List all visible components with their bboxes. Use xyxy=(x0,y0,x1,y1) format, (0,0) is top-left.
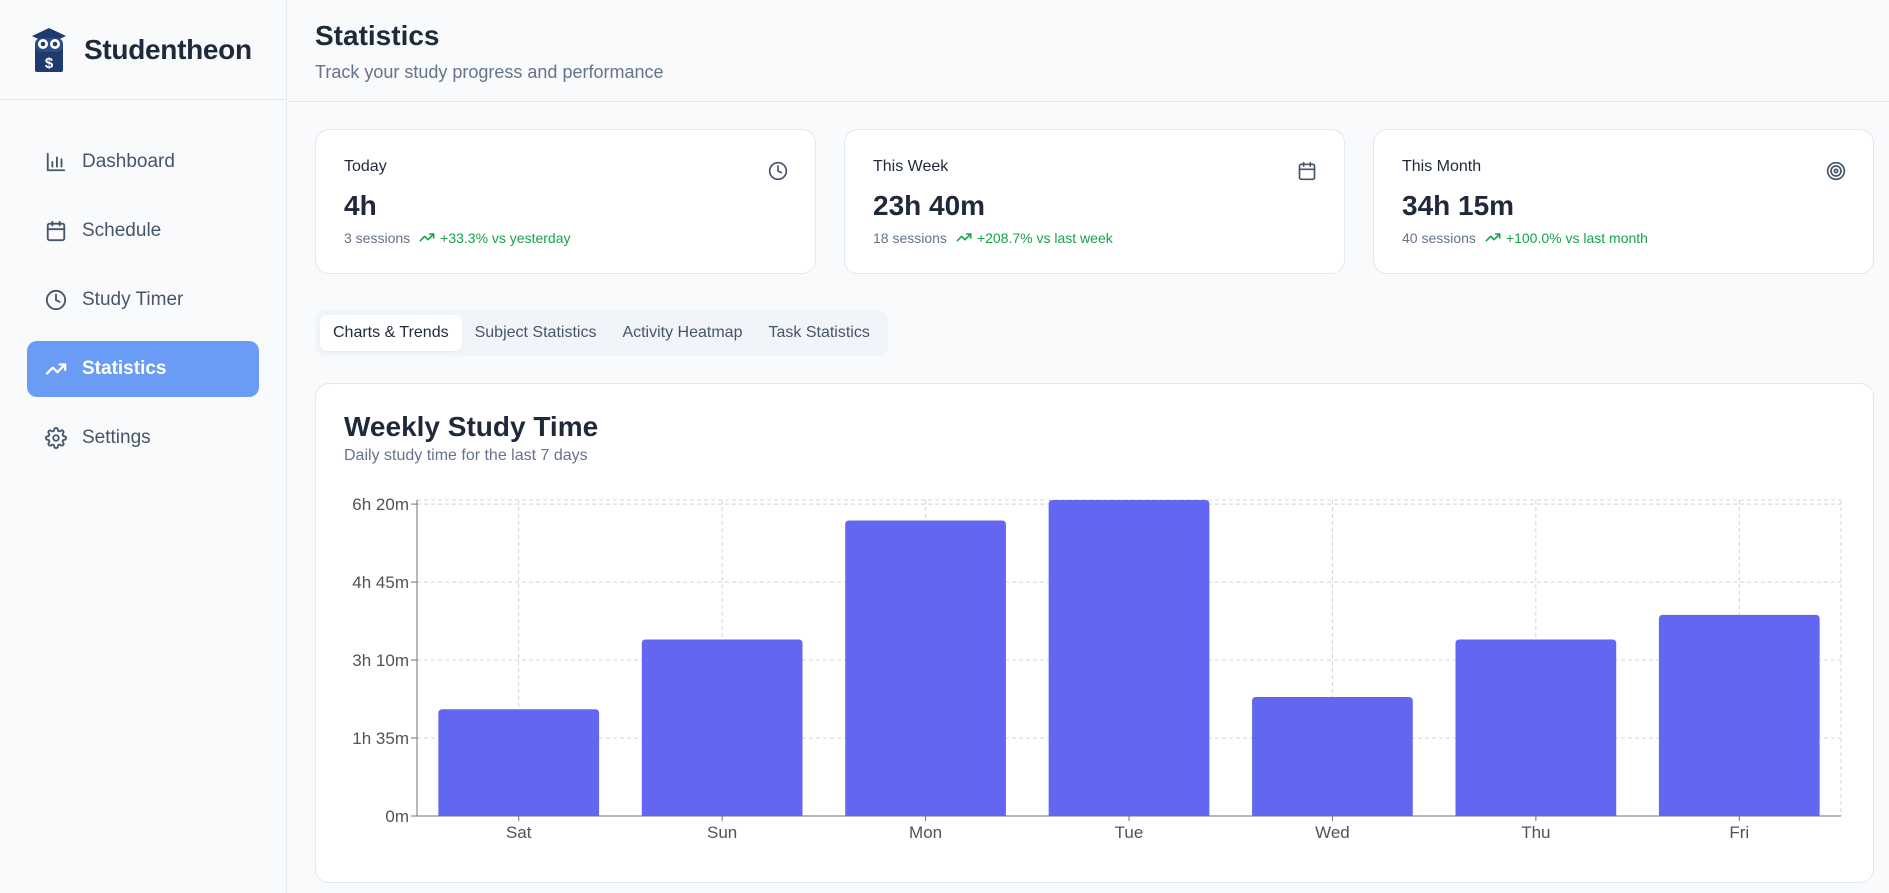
stat-card-trend: +33.3% vs yesterday xyxy=(440,230,571,246)
sidebar: $ Studentheon Dashboard Schedule Study T… xyxy=(0,0,287,893)
stat-card-trend: +100.0% vs last month xyxy=(1505,230,1648,246)
trending-up-icon xyxy=(419,233,435,242)
stat-card-meta: 40 sessions +100.0% vs last month xyxy=(1402,230,1845,246)
brand-name: Studentheon xyxy=(84,33,252,65)
trending-up-icon xyxy=(956,233,972,242)
stat-card-sessions: 18 sessions xyxy=(873,230,947,246)
sidebar-item-label: Settings xyxy=(82,427,151,448)
clock-icon xyxy=(45,289,67,311)
statistics-tabs: Charts & Trends Subject Statistics Activ… xyxy=(315,310,888,356)
stat-card-meta: 3 sessions +33.3% vs yesterday xyxy=(344,230,787,246)
tab-charts-trends[interactable]: Charts & Trends xyxy=(320,315,462,351)
x-tick-label: Wed xyxy=(1315,823,1350,842)
bar-sun xyxy=(641,639,803,816)
stat-card-label: This Month xyxy=(1402,158,1482,175)
calendar-icon xyxy=(45,220,67,242)
page-subtitle: Track your study progress and performanc… xyxy=(315,62,664,82)
stat-card-sessions: 40 sessions xyxy=(1402,230,1476,246)
sidebar-item-label: Study Timer xyxy=(82,289,184,310)
stat-card-this-week: This Week 23h 40m 18 sessions +208.7% vs… xyxy=(844,129,1345,274)
tab-task-statistics[interactable]: Task Statistics xyxy=(768,324,870,341)
bar-mon xyxy=(845,520,1006,816)
y-tick-label: 1h 35m xyxy=(352,729,409,748)
stat-card-sessions: 3 sessions xyxy=(344,230,411,246)
x-tick-label: Fri xyxy=(1729,823,1749,842)
calendar-icon xyxy=(1298,161,1316,181)
svg-text:$: $ xyxy=(45,55,54,72)
x-tick-label: Sat xyxy=(506,823,532,842)
sidebar-item-label: Statistics xyxy=(82,358,167,379)
stat-card-value: 23h 40m xyxy=(873,190,986,221)
stat-card-meta: 18 sessions +208.7% vs last week xyxy=(873,230,1316,246)
brand[interactable]: $ Studentheon xyxy=(0,0,286,100)
stat-card-label: Today xyxy=(344,158,387,175)
x-tick-label: Tue xyxy=(1115,823,1144,842)
stat-cards: Today 4h 3 sessions +33.3% vs yesterday … xyxy=(315,129,1874,274)
chart-title: Weekly Study Time xyxy=(344,411,599,442)
bar-chart-icon xyxy=(45,151,67,173)
bar-wed xyxy=(1252,696,1413,816)
stat-card-this-month: This Month 34h 15m 40 sessions +100.0% v… xyxy=(1373,129,1874,274)
sidebar-item-dashboard[interactable]: Dashboard xyxy=(27,134,259,190)
chart-subtitle: Daily study time for the last 7 days xyxy=(344,447,588,464)
stat-card-trend: +208.7% vs last week xyxy=(976,230,1113,246)
bar-fri xyxy=(1658,614,1820,816)
stat-card-today: Today 4h 3 sessions +33.3% vs yesterday xyxy=(315,129,816,274)
stat-card-label: This Week xyxy=(873,158,949,175)
stat-card-value: 34h 15m xyxy=(1402,190,1515,221)
tab-activity-heatmap[interactable]: Activity Heatmap xyxy=(622,324,743,341)
weekly-study-time-chart: 0m 1h 35m 3h 10m 4h 45m 6h 20m Sat Sun Mon Tue We… xyxy=(352,495,1842,842)
page-title: Statistics xyxy=(315,20,440,51)
x-tick-label: Sun xyxy=(707,823,737,842)
bar-sat xyxy=(438,709,600,816)
weekly-study-time-panel: Weekly Study Time Daily study time for t… xyxy=(315,383,1874,883)
trending-up-icon xyxy=(1485,233,1501,242)
stat-card-value: 4h xyxy=(344,190,377,221)
y-tick-label: 3h 10m xyxy=(352,651,409,670)
y-tick-label: 6h 20m xyxy=(352,495,409,514)
bar-thu xyxy=(1455,639,1617,816)
bar-tue xyxy=(1048,500,1210,816)
sidebar-item-schedule[interactable]: Schedule xyxy=(27,203,259,259)
gear-icon xyxy=(45,427,67,449)
sidebar-item-label: Schedule xyxy=(82,220,162,241)
sidebar-item-statistics[interactable]: Statistics xyxy=(27,341,259,397)
x-tick-label: Mon xyxy=(909,823,942,842)
sidebar-item-settings[interactable]: Settings xyxy=(27,410,259,466)
trending-up-icon xyxy=(45,358,67,380)
sidebar-item-study-timer[interactable]: Study Timer xyxy=(27,272,259,328)
y-tick-label: 4h 45m xyxy=(352,573,409,592)
page-header: Statistics Track your study progress and… xyxy=(288,0,1889,102)
sidebar-nav: Dashboard Schedule Study Timer Statistic… xyxy=(0,100,286,466)
target-icon xyxy=(1826,161,1846,181)
sidebar-item-label: Dashboard xyxy=(82,151,175,172)
owl-book-logo-icon: $ xyxy=(32,27,66,72)
x-tick-label: Thu xyxy=(1521,823,1550,842)
clock-icon xyxy=(768,161,788,181)
y-tick-label: 0m xyxy=(385,807,409,826)
tab-subject-statistics[interactable]: Subject Statistics xyxy=(474,324,597,341)
